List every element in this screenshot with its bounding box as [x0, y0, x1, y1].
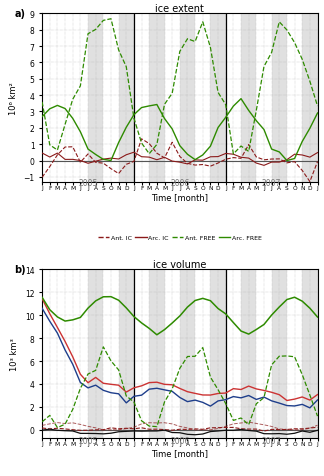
- Bar: [88, 14, 103, 182]
- Bar: [302, 14, 318, 182]
- Bar: [210, 270, 226, 438]
- X-axis label: Time [month]: Time [month]: [151, 448, 208, 457]
- X-axis label: Time [month]: Time [month]: [151, 192, 208, 201]
- Title: ice extent: ice extent: [156, 3, 204, 13]
- Bar: [149, 14, 165, 182]
- Bar: [180, 14, 195, 182]
- Text: 2006: 2006: [170, 178, 190, 187]
- Text: 2005: 2005: [78, 436, 98, 445]
- Bar: [302, 270, 318, 438]
- Bar: [210, 14, 226, 182]
- Text: 2006: 2006: [170, 436, 190, 445]
- Bar: [272, 14, 287, 182]
- Bar: [241, 270, 256, 438]
- Bar: [119, 270, 134, 438]
- Bar: [241, 14, 256, 182]
- Bar: [119, 14, 134, 182]
- Y-axis label: 10³ km³: 10³ km³: [10, 337, 19, 370]
- Bar: [180, 270, 195, 438]
- Text: b): b): [15, 265, 26, 275]
- Text: 2007: 2007: [262, 178, 281, 187]
- Text: 2007: 2007: [262, 436, 281, 445]
- Text: 2005: 2005: [78, 178, 98, 187]
- Title: ice volume: ice volume: [153, 259, 206, 269]
- Bar: [88, 270, 103, 438]
- Bar: [272, 270, 287, 438]
- Text: a): a): [15, 9, 26, 19]
- Y-axis label: 10⁶ km²: 10⁶ km²: [9, 82, 18, 115]
- Bar: [149, 270, 165, 438]
- Legend: Ant. IC, Arc. IC, Ant. FREE, Arc. FREE: Ant. IC, Arc. IC, Ant. FREE, Arc. FREE: [96, 233, 264, 243]
